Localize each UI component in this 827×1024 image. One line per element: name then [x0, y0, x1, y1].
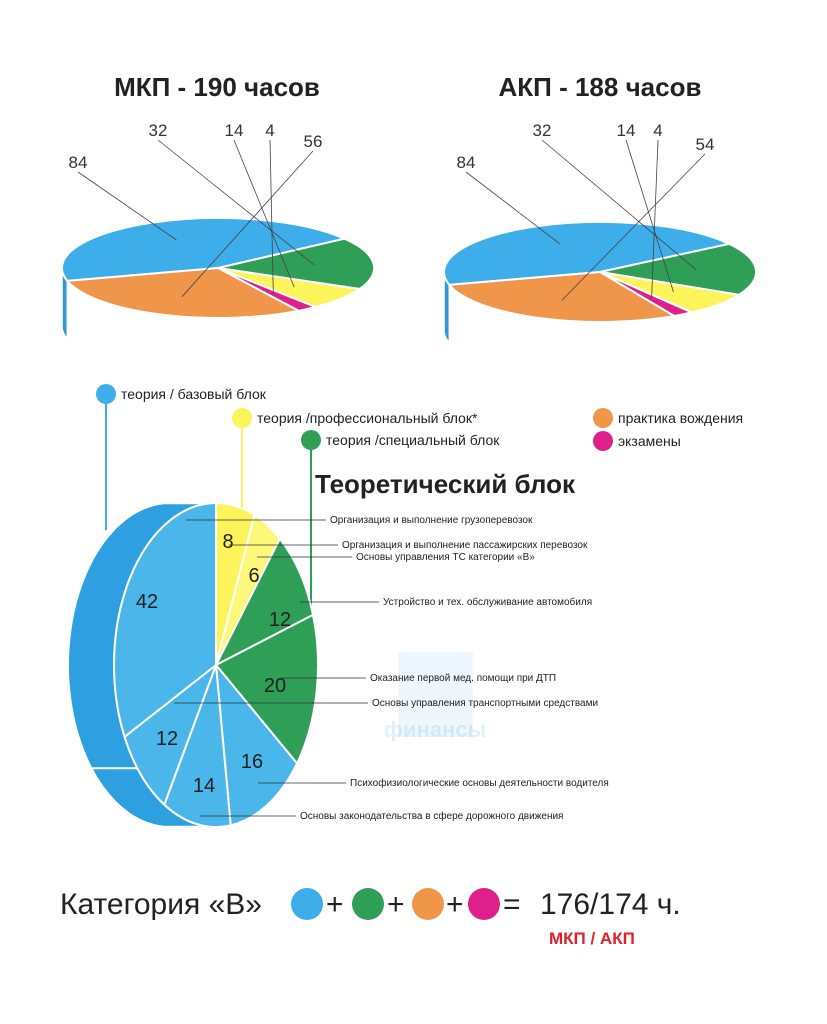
- theory-slice-5: [163, 664, 232, 828]
- formula-pink-circle: [468, 888, 500, 920]
- legend-marker-practice: [593, 408, 613, 428]
- akp-pie-chart: 84 32 14 4 54: [442, 121, 757, 346]
- theory-value-label-7: 42: [136, 591, 158, 613]
- theory-slice-6: [123, 662, 219, 807]
- mkp-top-faces: [60, 216, 375, 319]
- mkp-value-label-2: 14: [225, 121, 244, 140]
- theory-value-label-0: 8: [222, 531, 233, 553]
- akp-slice-1: [599, 242, 757, 296]
- theory-top-faces: [113, 501, 319, 828]
- theory-pie-chart: 86 12 20 16 14 12 42 Организация и выполнение г…: [66, 501, 609, 828]
- theory-annotation-1: Организация и выполнение пассажирских пе…: [342, 540, 588, 551]
- theory-value-label-2: 12: [269, 609, 291, 631]
- theory-slice-3: [214, 613, 319, 766]
- watermark: финансы: [384, 652, 487, 742]
- mkp-slice-4: [65, 266, 302, 319]
- akp-leader-0: [465, 171, 561, 245]
- mkp-leader-2: [233, 139, 295, 288]
- theory-value-label-5: 14: [193, 775, 215, 797]
- akp-value-label-3: 4: [653, 121, 662, 140]
- akp-value-label-0: 84: [457, 153, 476, 172]
- mkp-leader-4: [181, 150, 314, 298]
- watermark-text: финансы: [384, 717, 487, 742]
- formula-total: 176/174 ч.: [540, 888, 681, 921]
- akp-leader-4: [561, 153, 706, 301]
- theory-block-title: Теоретический блок: [315, 469, 576, 499]
- legend-label-practice: практика вождения: [618, 410, 743, 426]
- akp-slice-4: [447, 270, 678, 324]
- akp-value-label-4: 54: [696, 135, 715, 154]
- formula-equals: =: [503, 888, 521, 921]
- formula-green-circle: [352, 888, 384, 920]
- formula-plus-2: +: [387, 888, 405, 921]
- theory-annotation-6: Психофизиологические основы деятельности…: [350, 777, 609, 789]
- formula-plus-3: +: [446, 888, 464, 921]
- legend: теория / базовый блок теория /профессион…: [96, 384, 743, 451]
- legend-label-theory-base: теория / базовый блок: [121, 386, 267, 402]
- theory-value-label-1: 6: [248, 565, 259, 587]
- legend-marker-theory-prof: [232, 408, 252, 428]
- bottom-formula: Категория «В» + + + = 176/174 ч. МКП / А…: [60, 888, 681, 948]
- theory-slice-4: [214, 661, 299, 827]
- theory-value-labels: 86 12 20 16 14 12 42: [136, 531, 291, 797]
- legend-label-theory-special: теория /специальный блок: [326, 432, 500, 448]
- theory-slice-7: [113, 501, 217, 739]
- akp-value-label-1: 32: [533, 121, 552, 140]
- theory-value-label-6: 12: [156, 728, 178, 750]
- legend-marker-theory-special: [301, 430, 321, 450]
- legend-label-exams: экзамены: [618, 433, 681, 449]
- mkp-leader-3: [269, 139, 274, 294]
- mkp-slice-1: [217, 237, 375, 291]
- akp-leader-2: [625, 139, 674, 293]
- theory-annotation-5: Основы управления транспортными средства…: [372, 698, 598, 709]
- theory-slice-2: [213, 536, 315, 668]
- akp-top-faces: [442, 220, 757, 324]
- akp-value-labels: 84 32 14 4 54: [457, 121, 715, 301]
- mkp-chart-title: МКП - 190 часов: [114, 72, 320, 102]
- akp-leader-3: [651, 139, 659, 299]
- formula-plus-1: +: [326, 888, 344, 921]
- mkp-value-label-3: 4: [265, 121, 274, 140]
- legend-marker-theory-base: [96, 384, 116, 404]
- theory-annotation-4: Оказание первой мед. помощи при ДТП: [370, 673, 556, 684]
- theory-annotation-2: Основы управления ТС категории «В»: [356, 552, 535, 563]
- formula-blue-circle: [291, 888, 323, 920]
- theory-annotations: Организация и выполнение грузоперевозок О…: [174, 515, 609, 822]
- legend-marker-exams: [593, 431, 613, 451]
- mkp-pie-chart: 84 32 14 4 56: [60, 121, 375, 342]
- theory-annotation-7: Основы законодательства в сфере дорожног…: [300, 810, 563, 822]
- mkp-value-label-1: 32: [149, 121, 168, 140]
- mkp-value-labels: 84 32 14 4 56: [69, 121, 323, 298]
- akp-chart-title: АКП - 188 часов: [499, 72, 702, 102]
- theory-annotation-3: Устройство и тех. обслуживание автомобил…: [383, 596, 592, 608]
- theory-annotation-0: Организация и выполнение грузоперевозок: [330, 515, 533, 526]
- formula-note: МКП / АКП: [549, 929, 635, 948]
- theory-value-label-3: 20: [264, 675, 286, 697]
- mkp-value-label-0: 84: [69, 153, 88, 172]
- akp-value-label-2: 14: [617, 121, 636, 140]
- theory-value-label-4: 16: [241, 751, 263, 773]
- legend-label-theory-prof: теория /профессиональный блок*: [257, 410, 478, 426]
- mkp-leader-0: [77, 171, 177, 241]
- formula-orange-circle: [412, 888, 444, 920]
- akp-leader-1: [541, 139, 697, 271]
- mkp-leader-1: [157, 139, 315, 266]
- mkp-value-label-4: 56: [304, 132, 323, 151]
- category-label: Категория «В»: [60, 888, 262, 921]
